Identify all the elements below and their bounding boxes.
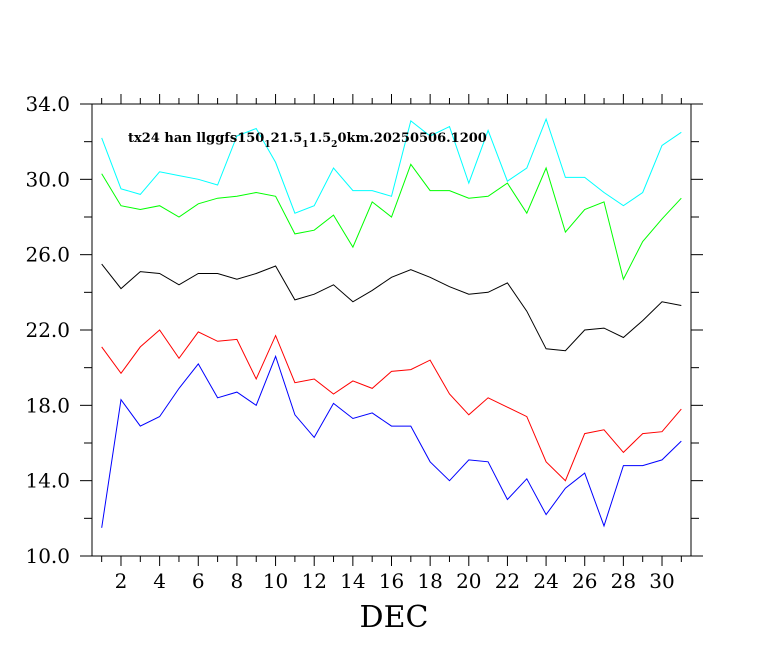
- x-tick-label: 18: [417, 569, 442, 593]
- x-tick-label: 2: [115, 569, 128, 593]
- y-tick-labels: 10.0 14.0 18.0 22.0 26.0 30.0 34.0: [25, 92, 70, 568]
- series-line-1: [101, 117, 682, 214]
- x-tick-label: 10: [263, 569, 288, 593]
- plot-frame: [91, 103, 692, 557]
- y-tick-label: 14.0: [25, 469, 70, 493]
- x-tick-label: 4: [153, 569, 166, 593]
- y-tick-label: 22.0: [25, 318, 70, 342]
- x-tick-label: 12: [301, 569, 326, 593]
- series-line-2: [101, 163, 682, 281]
- series-line-3: [101, 263, 682, 352]
- x-tick-label: 14: [340, 569, 365, 593]
- y-tick-label: 10.0: [25, 544, 70, 568]
- x-tick-label: 30: [649, 569, 674, 593]
- y-tick-label: 18.0: [25, 393, 70, 417]
- series-line-4: [101, 329, 682, 482]
- y-tick-label: 26.0: [25, 243, 70, 267]
- x-tick-label: 24: [533, 569, 558, 593]
- x-tick-label: 6: [192, 569, 205, 593]
- y-tick-label: 30.0: [25, 167, 70, 191]
- y-tick-label: 34.0: [25, 92, 70, 116]
- x-tick-label: 28: [611, 569, 636, 593]
- x-tick-label: 16: [379, 569, 404, 593]
- x-tick-label: 26: [572, 569, 597, 593]
- x-tick-label: 20: [456, 569, 481, 593]
- x-tick-label: 22: [495, 569, 520, 593]
- x-tick-labels: 2 4 6 8 10 12 14 16 18 20 22 24 26 28 30: [115, 569, 675, 593]
- chart-title: tx24 han llggfs150121.511.520km.20250506…: [128, 131, 487, 150]
- x-tick-label: 8: [231, 569, 244, 593]
- series-line-5: [101, 354, 682, 528]
- x-axis-title: DEC: [360, 600, 429, 635]
- series-lines: [101, 117, 682, 528]
- axis-ticks: [80, 94, 703, 566]
